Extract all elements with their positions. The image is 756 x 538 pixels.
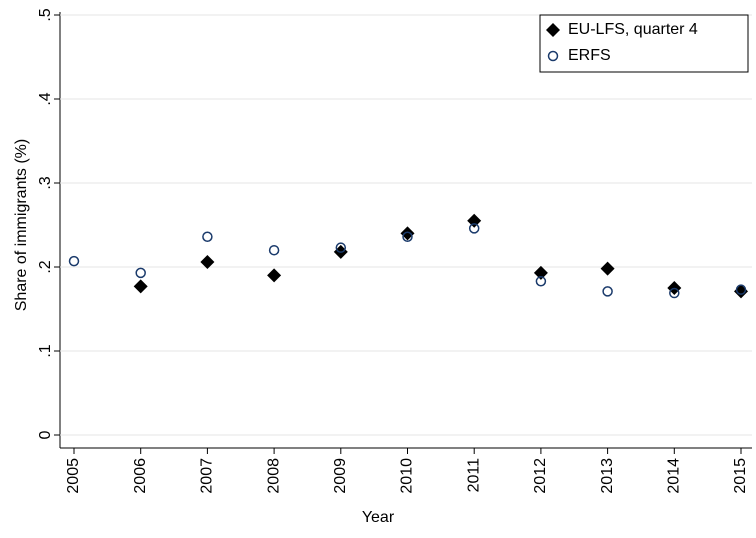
point: [267, 268, 282, 283]
point: [135, 267, 146, 279]
x-tick-label: 2013: [599, 458, 616, 494]
x-tick-label: 2009: [332, 458, 349, 494]
x-tick-label: 2015: [732, 458, 749, 494]
x-tick-label: 2008: [265, 458, 282, 494]
legend-marker: [547, 50, 559, 62]
point: [468, 223, 480, 234]
y-tick-label: .5: [37, 8, 54, 21]
x-tick-label: 2006: [132, 458, 149, 494]
point: [535, 276, 547, 287]
y-tick-label: .1: [37, 344, 54, 357]
x-axis-title: Year: [362, 509, 395, 526]
x-tick-label: 2005: [65, 458, 82, 494]
legend-label: EU-LFS, quarter 4: [568, 21, 698, 38]
point: [335, 242, 347, 253]
x-tick-label: 2011: [465, 458, 482, 493]
legend-box: [539, 14, 749, 73]
point: [669, 287, 680, 299]
point: [600, 261, 615, 276]
legend: EU-LFS, quarter 4 ERFS: [539, 14, 749, 73]
point: [200, 254, 215, 269]
y-tick-label: 0: [37, 430, 54, 439]
y-tick-label: .2: [37, 260, 54, 273]
y-axis-title: Share of immigrants (%): [13, 139, 30, 312]
point: [533, 265, 548, 280]
y-tick-label: .4: [37, 92, 54, 105]
point: [467, 213, 482, 228]
point: [268, 244, 280, 256]
point: [133, 279, 148, 294]
point: [402, 231, 413, 243]
x-tick-label: 2007: [199, 458, 216, 494]
x-tick-label: 2014: [666, 458, 683, 494]
point: [735, 284, 747, 295]
legend-label: ERFS: [568, 47, 611, 64]
x-tick-label: 2012: [532, 458, 549, 494]
point: [68, 255, 80, 267]
legend-marker: [546, 23, 560, 37]
point: [602, 286, 613, 297]
y-tick-label: .3: [37, 176, 54, 189]
point: [400, 226, 415, 241]
point: [202, 231, 213, 243]
x-tick-label: 2010: [399, 458, 416, 494]
